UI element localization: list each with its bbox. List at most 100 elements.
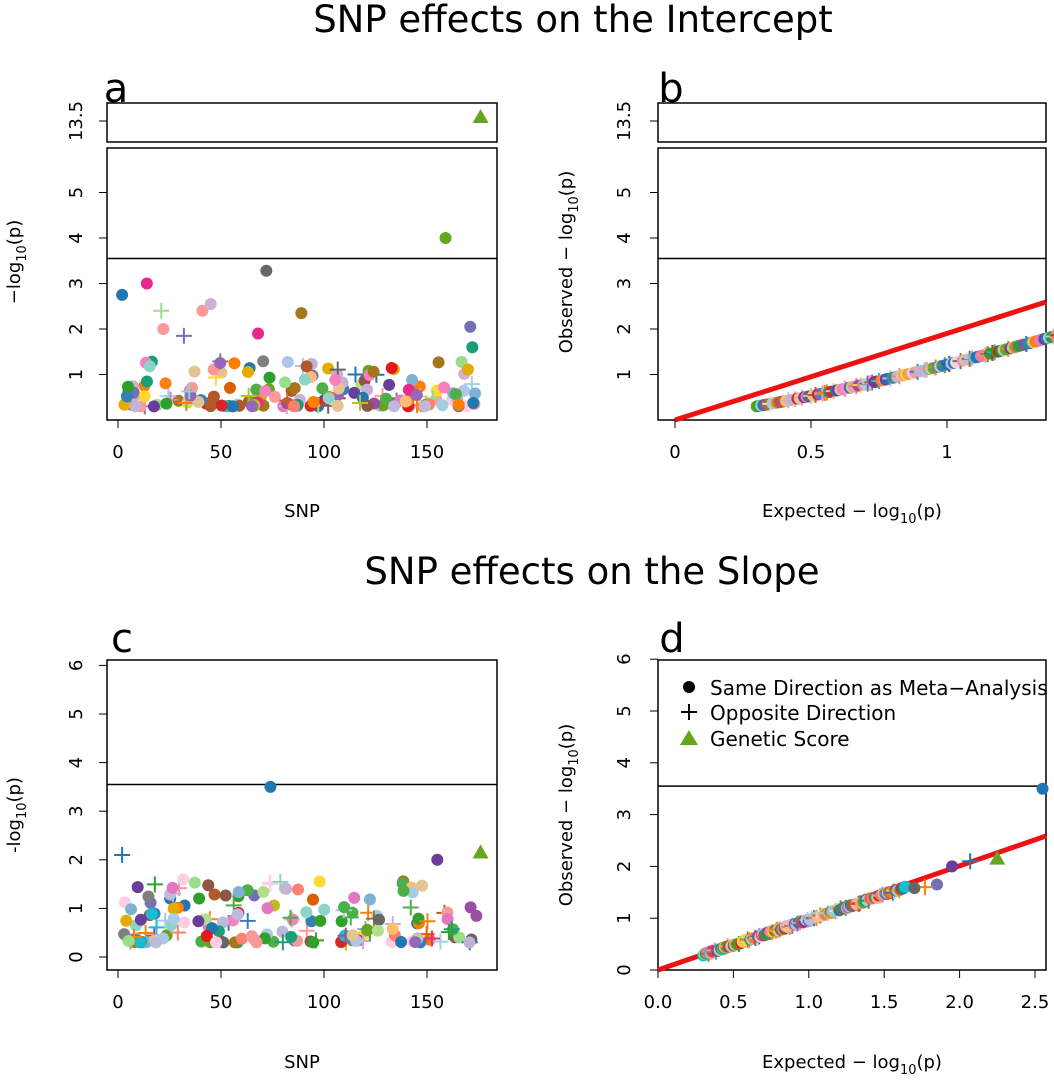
panel-c-ytick-label: 4	[66, 757, 87, 768]
panel-c-point	[148, 919, 165, 936]
panel-d-ytick-label: 6	[614, 653, 635, 664]
panel-c-point	[134, 936, 147, 949]
panel-c-point	[232, 886, 245, 899]
panel-c-ytick-label: 2	[66, 854, 87, 865]
panel-c-point	[239, 912, 256, 929]
panel-c-point	[386, 922, 399, 935]
panel-c-point	[166, 881, 179, 894]
legend-opposite-label: Opposite Direction	[710, 701, 896, 725]
panel-c-ytick-label: 6	[66, 660, 87, 671]
panel-c-point	[114, 846, 131, 863]
panel-c-plot-box	[106, 659, 498, 971]
panel-a-point	[159, 377, 172, 390]
panel-c-point	[192, 915, 205, 928]
panel-a-point	[361, 399, 374, 412]
panel-d-ytick-label: 0	[614, 964, 635, 975]
panel-d-point	[899, 880, 912, 893]
panel-c-point	[409, 936, 422, 949]
panel-a-ylabel: −log10(p)	[4, 220, 30, 305]
legend-opposite-marker	[681, 704, 697, 720]
panel-c-point	[285, 930, 298, 943]
panel-a-point	[461, 363, 474, 376]
panel-d-point	[962, 853, 979, 870]
panel-c-point	[314, 914, 327, 927]
panel-c-point	[167, 902, 180, 915]
panel-a-point	[207, 390, 220, 403]
panel-c-point	[440, 924, 457, 941]
panel-d-xtick-label: 2.5	[1021, 992, 1050, 1013]
panel-a-point	[184, 389, 197, 402]
panel-c-xtick-label: 0	[112, 992, 123, 1013]
panel-a-point	[380, 392, 393, 405]
panel-c-point	[464, 901, 477, 914]
panel-a-point	[226, 400, 239, 413]
panel-a-point	[439, 232, 452, 244]
panel-a-point	[143, 360, 156, 373]
panel-c-point	[272, 873, 289, 890]
panel-c-point	[200, 930, 213, 943]
panel-d-xtick-label: 0.0	[644, 992, 673, 1013]
panel-c-point	[300, 906, 313, 919]
panel-a-point	[140, 277, 153, 290]
panel-a-xtick-label: 150	[410, 442, 444, 463]
panel-a-point	[432, 356, 445, 369]
panel-a-point	[175, 327, 192, 344]
panel-a-point	[307, 396, 320, 409]
panel-c-point	[318, 903, 331, 916]
panel-a-point	[279, 376, 292, 389]
panel-c: c 0 1 2 3 4 5 6 0 50 100 150 SNP -log10(p)	[4, 616, 498, 1073]
panel-d-ytick-label: 5	[614, 705, 635, 716]
panel-a-point	[438, 381, 451, 394]
panel-a-point	[204, 297, 217, 310]
panel-d-ylabel: Observed − log10(p)	[556, 724, 582, 907]
panel-c-point	[282, 909, 299, 926]
panel-c-point	[286, 913, 299, 926]
panel-c-point	[463, 936, 476, 949]
panel-a-point	[204, 400, 217, 413]
panel-a-point	[228, 357, 241, 370]
panel-a-point	[388, 400, 401, 413]
panel-c-point	[202, 879, 215, 892]
panel-a-point	[120, 390, 133, 403]
panel-c-point	[122, 934, 135, 947]
panel-c-point	[193, 892, 206, 905]
panel-c-point	[120, 914, 133, 927]
panel-c-point	[149, 936, 162, 949]
panel-a-point	[252, 327, 265, 340]
panel-b-reference-line	[674, 299, 1047, 423]
panel-c-point	[472, 844, 489, 859]
panel-a-point	[214, 357, 227, 370]
panel-a-point	[452, 398, 465, 411]
panel-c-ytick-label: 0	[66, 951, 87, 962]
panel-c-point	[423, 930, 440, 947]
panel-a-point	[288, 400, 301, 413]
panel-c-point	[210, 936, 223, 949]
panel-c-point	[298, 922, 315, 939]
panel-c-point	[373, 913, 386, 926]
panel-a-point	[268, 390, 281, 403]
panel-d-ytick-label: 2	[614, 861, 635, 872]
panel-a-point	[436, 399, 449, 412]
panel-c-point	[280, 882, 293, 895]
panel-c-point	[167, 912, 180, 925]
panel-c-point	[307, 936, 320, 949]
panel-c-ytick-label: 3	[66, 805, 87, 816]
panel-a-point	[467, 396, 480, 409]
panel-c-point	[261, 902, 274, 915]
panel-c-point	[219, 889, 232, 902]
panel-a-point	[367, 365, 380, 378]
panel-b-point	[1050, 334, 1054, 337]
panel-a-point	[138, 390, 151, 403]
panel-c-point	[178, 916, 191, 929]
panel-c-point	[292, 883, 305, 896]
panel-a-point	[298, 373, 311, 386]
panel-c-point	[134, 913, 147, 926]
panel-a-point	[153, 302, 170, 319]
panel-d-xlabel: Expected − log10(p)	[762, 1052, 942, 1078]
panel-c-point	[231, 908, 244, 921]
panel-a-point	[300, 360, 313, 373]
panel-c-ylabel: -log10(p)	[4, 777, 30, 853]
panel-a-point	[295, 307, 308, 320]
